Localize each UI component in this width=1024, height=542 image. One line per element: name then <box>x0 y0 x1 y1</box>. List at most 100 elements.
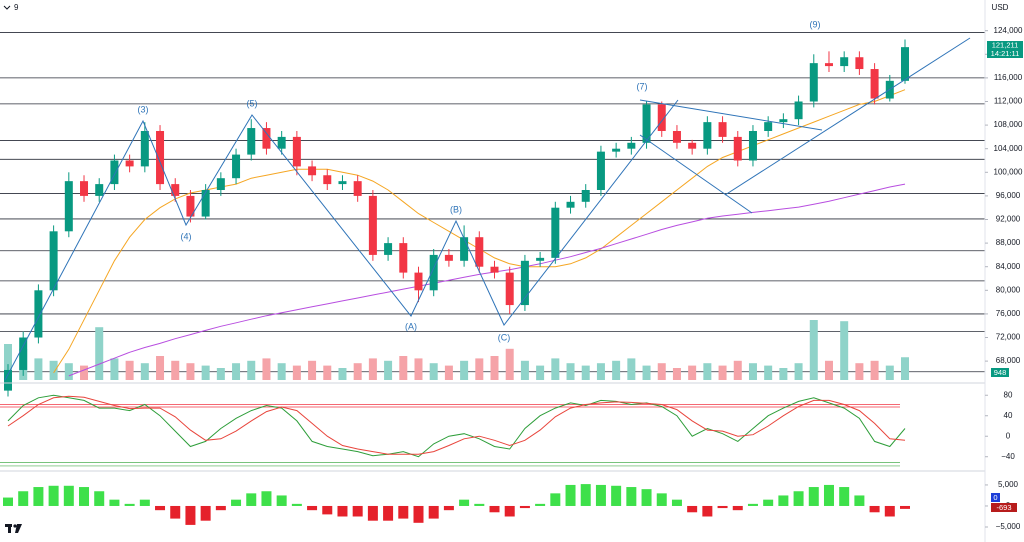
candle-body <box>840 57 849 67</box>
y-tick-label: 108,000 <box>994 120 1023 129</box>
hist-last: -693 <box>996 503 1011 512</box>
logo-part <box>13 524 17 528</box>
volume-bar <box>596 363 605 380</box>
histogram-bar <box>155 505 166 511</box>
y-tick-label: 116,000 <box>994 73 1023 82</box>
wave-label: (4) <box>181 231 192 241</box>
histogram-bar <box>231 499 242 506</box>
candle-body <box>262 128 271 149</box>
candle-body <box>414 272 423 291</box>
candle-body <box>353 181 362 196</box>
histogram-bar <box>337 505 348 517</box>
volume-bar <box>247 360 256 380</box>
candle-body <box>186 195 195 217</box>
histogram-bar <box>519 505 530 509</box>
y-tick-label: 88,000 <box>996 238 1021 247</box>
wave-label: (C) <box>498 332 511 342</box>
candle-body <box>368 195 377 255</box>
volume-bar <box>779 368 788 380</box>
y-tick-label: 100,000 <box>994 167 1023 176</box>
histogram-bar <box>747 503 758 506</box>
histogram-bar <box>793 491 804 506</box>
histogram-bar <box>322 505 333 515</box>
candle-body <box>19 337 28 370</box>
wedge-lower <box>639 134 753 214</box>
y-tick-label: 124,000 <box>994 26 1023 35</box>
volume-bar <box>201 365 210 380</box>
candle-body <box>277 136 286 149</box>
candle-body <box>140 130 149 167</box>
volume-bar <box>323 365 332 380</box>
wave-lines <box>4 37 971 381</box>
histogram-bar <box>352 505 363 517</box>
volume-bar <box>551 358 560 380</box>
candle-body <box>809 63 818 102</box>
histogram-bar <box>215 505 226 511</box>
currency: USD <box>992 3 1009 12</box>
countdown: 14:21:11 <box>991 49 1020 58</box>
volume-bar <box>277 363 286 380</box>
volume-bar <box>901 357 909 380</box>
histogram-bar <box>413 505 424 523</box>
logo <box>5 524 22 533</box>
logo-part <box>15 524 22 533</box>
hist-badge <box>991 503 1017 512</box>
candle-body <box>672 130 681 143</box>
volume-bar <box>49 360 58 380</box>
candle-body <box>536 257 545 261</box>
histogram-bar <box>884 505 895 517</box>
histogram-bar <box>398 505 409 519</box>
volume-bar <box>125 360 134 380</box>
candle-body <box>338 181 347 185</box>
histogram-bar <box>641 489 652 506</box>
y-tick-label: −40 <box>1001 452 1015 461</box>
histogram-bar <box>291 503 302 506</box>
histogram-bar <box>79 487 90 506</box>
volume-bar <box>764 365 773 380</box>
trend-line <box>724 37 971 196</box>
oscillator-line <box>7 395 906 455</box>
volume-bar <box>399 356 408 380</box>
candle-body <box>308 166 317 176</box>
volume-bar <box>292 365 301 380</box>
menu-chevron[interactable] <box>3 5 11 10</box>
histogram-bar <box>109 499 120 506</box>
volume-bar <box>840 321 849 380</box>
volume-bar <box>733 360 742 380</box>
candle-body <box>733 136 742 161</box>
histogram-bar <box>611 485 622 506</box>
candle-body <box>688 142 697 149</box>
histogram-bar <box>504 505 515 517</box>
volume-bar <box>581 365 590 380</box>
histogram-bar <box>367 505 378 521</box>
volume-bar <box>262 358 271 380</box>
candle-body <box>779 119 788 123</box>
histogram-bar <box>671 499 682 506</box>
candle-body <box>247 128 256 155</box>
candle-body <box>399 243 408 273</box>
y-tick-label: −5,000 <box>996 522 1021 531</box>
histogram-bar <box>732 505 743 511</box>
y-tick-label: 104,000 <box>994 144 1023 153</box>
histogram-bar <box>900 505 910 509</box>
wave-label: (7) <box>637 81 648 91</box>
volume-bar <box>156 356 165 380</box>
volume-bar <box>110 358 119 380</box>
interval[interactable]: 9 <box>14 3 19 12</box>
histogram-bar <box>626 487 637 506</box>
histogram-bar <box>170 505 181 519</box>
volume-bar <box>171 360 180 380</box>
volume-last: 948 <box>994 368 1007 377</box>
candle-body <box>566 201 575 208</box>
volume-bar <box>4 344 12 380</box>
volume-bar <box>885 365 894 380</box>
logo-part <box>8 524 11 533</box>
candle-body <box>216 178 225 190</box>
candle-body <box>748 130 757 161</box>
candle-body <box>444 254 453 261</box>
volume-bar <box>475 358 484 380</box>
macd-badge <box>991 493 1000 502</box>
histogram-bar <box>276 495 287 506</box>
candle-body <box>642 104 651 143</box>
